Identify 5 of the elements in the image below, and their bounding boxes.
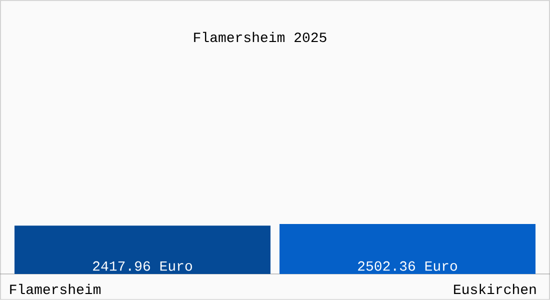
- x-tick-label: Flamersheim: [10, 284, 101, 294]
- data-label: 2417.96 Euro: [93, 261, 192, 271]
- chart-title: Flamersheim 2025: [194, 32, 326, 42]
- x-tick-label: Euskirchen: [454, 284, 536, 294]
- data-label: 2502.36 Euro: [358, 261, 457, 271]
